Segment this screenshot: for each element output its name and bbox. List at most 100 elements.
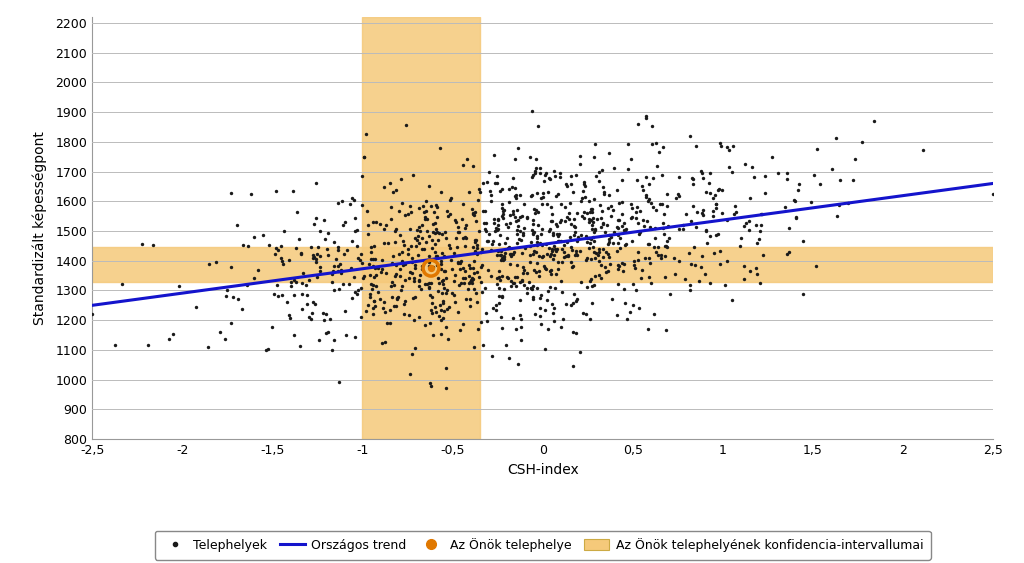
Point (569, 294, 586, 303)
Point (441, 196, 458, 205)
Point (475, 341, 492, 350)
Point (401, 267, 418, 276)
Point (594, 165, 610, 174)
Point (331, 245, 347, 254)
Point (508, 191, 524, 200)
Point (429, 252, 445, 261)
Point (641, 254, 657, 263)
Point (400, 209, 417, 218)
Point (670, 189, 686, 198)
Point (496, 213, 512, 222)
Point (785, 195, 802, 204)
Point (378, 221, 394, 230)
Point (749, 270, 765, 279)
Point (617, 240, 634, 249)
Point (534, 199, 550, 208)
Point (455, 320, 471, 329)
Point (544, 269, 560, 278)
Point (578, 256, 594, 265)
Point (574, 186, 591, 195)
Point (336, 249, 352, 258)
Point (522, 257, 539, 266)
Point (446, 271, 463, 280)
Point (439, 305, 456, 314)
Point (307, 300, 324, 309)
Point (406, 273, 422, 282)
Point (274, 257, 291, 266)
Point (573, 278, 590, 287)
Point (337, 306, 353, 315)
Point (548, 220, 564, 229)
Point (386, 226, 402, 235)
Point (688, 222, 705, 231)
Point (685, 180, 701, 189)
Point (269, 291, 286, 300)
Point (409, 236, 425, 245)
Point (741, 194, 758, 203)
Point (617, 240, 634, 249)
Point (609, 265, 626, 274)
Point (461, 271, 477, 280)
Point (641, 194, 657, 203)
Point (421, 258, 437, 267)
Point (534, 240, 550, 249)
Point (282, 255, 298, 264)
Point (630, 256, 646, 265)
Point (353, 171, 370, 180)
Point (294, 289, 310, 298)
Point (580, 234, 596, 243)
Point (565, 187, 582, 196)
Point (496, 256, 512, 265)
Point (425, 330, 441, 339)
Point (408, 242, 424, 251)
Point (309, 249, 326, 258)
Point (546, 251, 562, 260)
Point (452, 280, 468, 289)
Point (455, 215, 471, 224)
Point (538, 264, 554, 273)
Point (432, 301, 449, 310)
Point (459, 220, 475, 229)
Point (298, 280, 314, 289)
Point (540, 286, 556, 295)
Point (250, 265, 266, 274)
Point (373, 267, 389, 276)
Point (727, 202, 743, 211)
Point (401, 311, 418, 320)
Point (365, 217, 381, 226)
Point (429, 203, 445, 212)
Point (246, 233, 262, 242)
Point (394, 237, 411, 246)
Point (682, 281, 698, 290)
Point (473, 245, 489, 254)
Point (526, 168, 543, 177)
Point (372, 220, 388, 229)
Point (411, 312, 427, 321)
Point (395, 299, 412, 308)
Point (346, 196, 362, 205)
Point (461, 187, 477, 196)
Point (553, 236, 569, 245)
Point (333, 266, 349, 275)
Point (469, 298, 485, 307)
Point (330, 242, 346, 251)
Point (514, 276, 530, 285)
Point (831, 176, 848, 185)
Point (421, 261, 437, 270)
Point (616, 219, 633, 228)
Point (583, 204, 599, 213)
Point (411, 222, 427, 231)
Point (339, 245, 355, 254)
Point (466, 343, 482, 352)
Point (403, 207, 420, 216)
Point (393, 175, 410, 184)
Point (390, 206, 407, 215)
Point (483, 272, 500, 281)
Point (553, 199, 569, 208)
Point (552, 168, 568, 177)
Point (356, 272, 373, 281)
Point (593, 213, 609, 222)
Point (532, 319, 549, 328)
Point (579, 238, 595, 247)
Point (510, 360, 526, 369)
